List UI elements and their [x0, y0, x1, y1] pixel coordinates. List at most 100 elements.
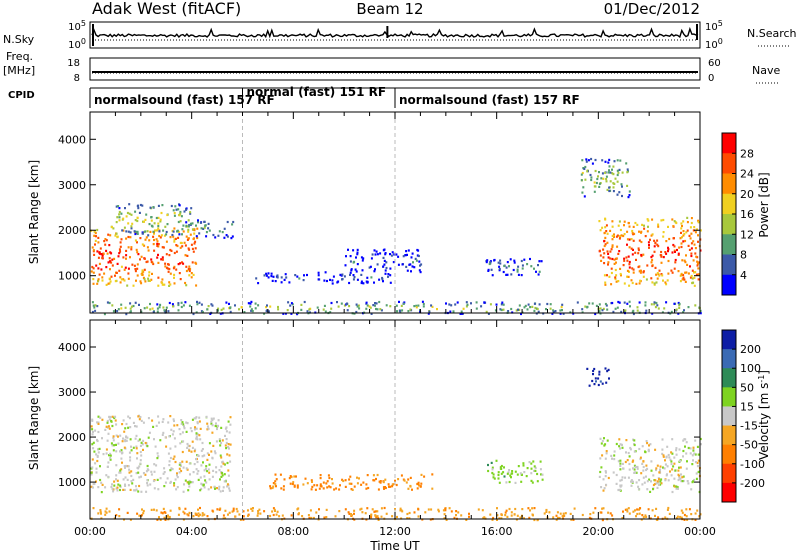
echo-cell	[418, 260, 421, 263]
echo-cell	[529, 257, 531, 261]
echo-cell	[502, 270, 505, 274]
echo-cell	[355, 303, 358, 306]
echo-cell	[600, 486, 603, 489]
echo-cell	[91, 433, 94, 436]
echo-cell	[583, 195, 586, 198]
echo-cell	[302, 279, 305, 282]
echo-cell	[187, 225, 190, 228]
echo-cell	[212, 417, 215, 420]
echo-cell	[678, 302, 681, 306]
echo-cell	[205, 481, 208, 484]
echo-cell	[661, 311, 664, 314]
echo-cell	[604, 243, 607, 246]
nave-tick-bottom: 0	[708, 73, 714, 84]
echo-cell	[619, 459, 622, 462]
echo-cell	[186, 225, 189, 228]
echo-cell	[318, 508, 320, 511]
echo-cell	[331, 279, 334, 282]
echo-cell	[505, 266, 508, 269]
echo-cell	[593, 383, 596, 386]
echo-cell	[162, 229, 165, 232]
echo-cell	[481, 509, 484, 512]
echo-cell	[179, 462, 182, 465]
echo-cell	[671, 438, 674, 441]
echo-cell	[162, 418, 165, 421]
echo-cell	[490, 461, 493, 464]
echo-cell	[650, 234, 653, 237]
echo-cell	[279, 473, 282, 476]
echo-cell	[409, 263, 412, 266]
echo-cell	[122, 488, 125, 491]
echo-cell	[319, 477, 322, 480]
echo-cell	[152, 230, 155, 233]
echo-cell	[99, 465, 101, 468]
echo-cell	[569, 311, 572, 314]
echo-cell	[252, 507, 254, 510]
echo-cell	[450, 304, 453, 307]
echo-cell	[200, 482, 203, 485]
echo-cell	[684, 280, 687, 283]
echo-cell	[658, 471, 661, 474]
echo-cell	[197, 470, 200, 473]
echo-cell	[356, 263, 359, 266]
echo-cell	[167, 263, 170, 266]
echo-cell	[188, 511, 191, 514]
echo-cell	[92, 304, 95, 307]
echo-cell	[284, 312, 287, 315]
echo-cell	[674, 258, 677, 262]
echo-cell	[173, 273, 176, 276]
echo-cell	[139, 462, 142, 465]
echo-cell	[646, 218, 649, 221]
echo-cell	[668, 237, 671, 241]
echo-cell	[129, 256, 131, 259]
echo-cell	[132, 446, 135, 449]
echo-cell	[144, 230, 147, 233]
echo-cell	[197, 508, 199, 511]
echo-cell	[661, 274, 664, 277]
echo-cell	[94, 231, 97, 235]
echo-cell	[97, 415, 100, 418]
echo-cell	[147, 279, 150, 282]
echo-cell	[157, 261, 160, 264]
echo-cell	[142, 439, 145, 442]
echo-cell	[638, 230, 640, 233]
echo-cell	[420, 482, 423, 485]
echo-cell	[498, 267, 501, 271]
echo-cell	[678, 306, 681, 309]
echo-cell	[671, 468, 674, 471]
echo-cell	[650, 469, 653, 472]
echo-cell	[140, 441, 143, 444]
echo-cell	[177, 513, 180, 516]
echo-cell	[693, 271, 695, 274]
freq-unit-label: [MHz]	[3, 64, 35, 77]
echo-cell	[621, 446, 624, 449]
echo-cell	[157, 455, 160, 458]
echo-cell	[493, 258, 496, 262]
echo-cell	[619, 462, 622, 465]
echo-cell	[410, 256, 413, 259]
echo-cell	[187, 481, 190, 484]
date-title: 01/Dec/2012	[604, 0, 700, 18]
echo-cell	[211, 424, 214, 427]
echo-cell	[162, 246, 165, 249]
echo-cell	[97, 422, 100, 425]
echo-cell	[607, 261, 610, 264]
echo-cell	[628, 260, 631, 264]
echo-cell	[130, 225, 133, 228]
echo-cell	[269, 305, 272, 308]
echo-cell	[654, 266, 657, 269]
echo-cell	[373, 281, 375, 284]
echo-cell	[634, 509, 636, 512]
echo-cell	[617, 171, 620, 174]
echo-cell	[662, 218, 665, 222]
echo-cell	[195, 458, 197, 461]
echo-cell	[337, 280, 340, 283]
echo-cell	[173, 437, 176, 440]
echo-cell	[108, 415, 111, 418]
echo-cell	[189, 212, 192, 215]
echo-cell	[360, 281, 363, 285]
y-tick-label: 1000	[58, 476, 86, 489]
echo-cell	[687, 244, 690, 247]
echo-cell	[137, 204, 140, 207]
echo-cell	[102, 252, 105, 255]
